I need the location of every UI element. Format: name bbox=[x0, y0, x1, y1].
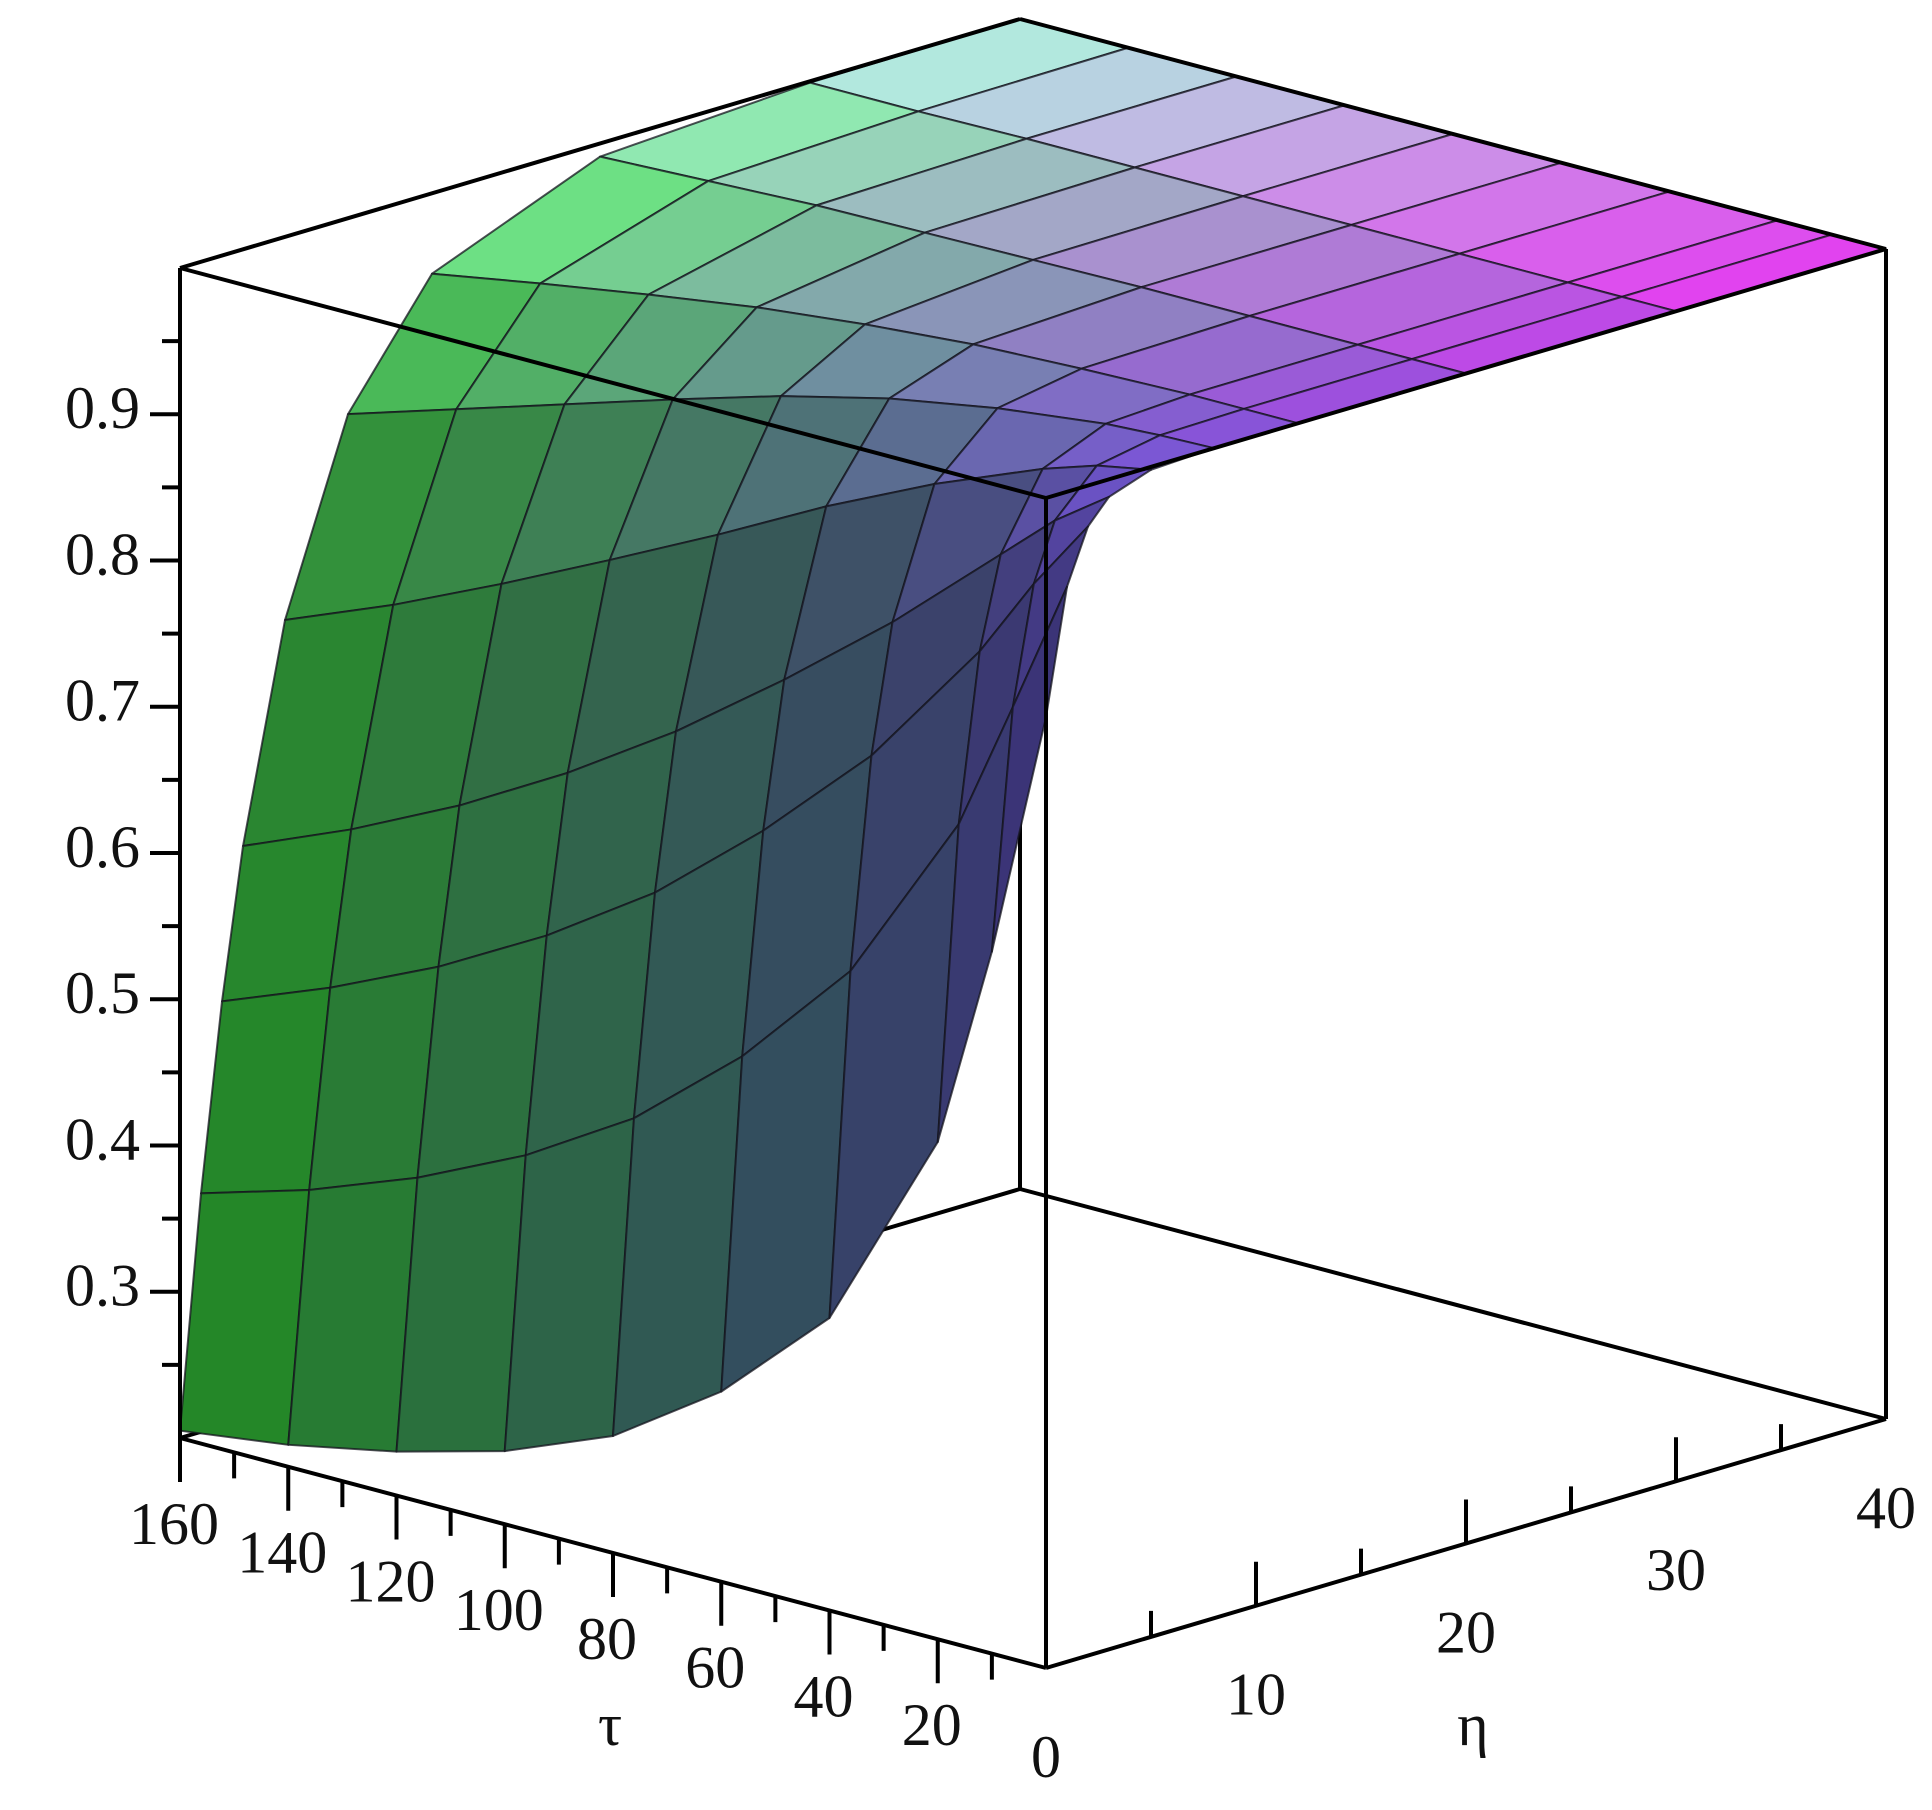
z-tick-label: 0.3 bbox=[65, 1253, 140, 1319]
y-tick-label: 30 bbox=[1646, 1537, 1706, 1603]
x-tick-label: 60 bbox=[685, 1635, 745, 1701]
x-tick-label: 20 bbox=[902, 1692, 962, 1758]
x-tick-label: 100 bbox=[454, 1577, 544, 1643]
x-tick-label: 40 bbox=[794, 1663, 854, 1729]
box-edge bbox=[179, 266, 1047, 500]
surface-cell bbox=[395, 1154, 527, 1453]
z-tick-label: 0.7 bbox=[65, 668, 140, 734]
z-tick-label: 0.9 bbox=[65, 375, 140, 441]
z-tick-label: 0.5 bbox=[65, 960, 140, 1026]
y-tick-label: 20 bbox=[1436, 1599, 1496, 1665]
box-edge bbox=[1019, 17, 1887, 251]
box-edge bbox=[1019, 1187, 1887, 1421]
box-edge bbox=[179, 17, 1021, 270]
surface-cell bbox=[287, 1176, 419, 1453]
z-tick-label: 0.4 bbox=[65, 1106, 140, 1172]
surface-cell bbox=[200, 986, 332, 1195]
box-edge bbox=[1045, 247, 1887, 500]
surface-cell bbox=[179, 1188, 311, 1446]
x-tick-label: 140 bbox=[237, 1520, 327, 1586]
y-tick-label: 0 bbox=[1031, 1724, 1061, 1790]
x-tick-label: 120 bbox=[346, 1548, 436, 1614]
z-tick-label: 0.6 bbox=[65, 814, 140, 880]
z-tick-label: 0.8 bbox=[65, 521, 140, 587]
y-tick-label: 40 bbox=[1856, 1475, 1916, 1541]
x-tick-label: 160 bbox=[129, 1491, 219, 1557]
y-axis-title: η bbox=[1457, 1692, 1488, 1758]
x-tick-label: 80 bbox=[577, 1606, 637, 1672]
x-axis-title: τ bbox=[598, 1692, 622, 1758]
surface-cell bbox=[990, 585, 1068, 953]
y-tick-label: 10 bbox=[1226, 1662, 1286, 1728]
